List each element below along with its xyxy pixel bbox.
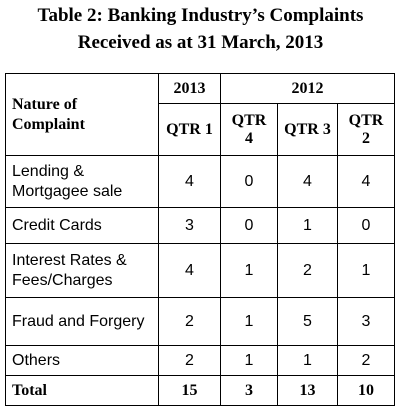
- count-cell: 0: [220, 207, 278, 244]
- complaint-label: Interest Rates & Fees/Charges: [5, 243, 159, 298]
- year-header: 2012: [220, 73, 395, 104]
- complaints-table: Nature of Complaint 2013 2012 QTR 1 QTR 4 QTR…: [5, 73, 395, 406]
- count-cell: 2: [158, 345, 221, 376]
- total-cell: 10: [337, 375, 395, 406]
- count-cell: 1: [220, 345, 278, 376]
- total-cell: 13: [277, 375, 338, 406]
- count-cell: 0: [337, 207, 395, 244]
- quarter-header: QTR 2: [337, 103, 395, 156]
- count-cell: 0: [220, 155, 278, 208]
- count-cell: 3: [158, 207, 221, 244]
- total-row: Total 15 3 13 10: [5, 375, 395, 406]
- header-row: Nature of Complaint 2013 2012: [5, 73, 395, 156]
- title-line: Table 2: Banking Industry’s Complaints: [37, 5, 364, 26]
- data-row: Interest Rates & Fees/Charges 4 1 2 1: [5, 243, 395, 298]
- count-cell: 4: [158, 243, 221, 298]
- count-cell: 2: [158, 297, 221, 346]
- total-cell: 3: [220, 375, 278, 406]
- data-row: Fraud and Forgery 2 1 5 3: [5, 297, 395, 346]
- count-cell: 4: [337, 155, 395, 208]
- header-row: QTR 1 QTR 4 QTR 3 QTR 2: [6, 103, 395, 156]
- data-row: Credit Cards 3 0 1 0: [5, 207, 395, 244]
- complaint-label: Credit Cards: [5, 207, 159, 244]
- count-cell: 3: [337, 297, 395, 346]
- title-line: Received as at 31 March, 2013: [77, 32, 324, 53]
- complaint-label: Fraud and Forgery: [5, 297, 159, 346]
- count-cell: 4: [158, 155, 221, 208]
- count-cell: 1: [277, 207, 338, 244]
- year-header: 2013: [158, 73, 221, 104]
- corner-header: Nature of Complaint: [5, 73, 159, 156]
- quarter-header: QTR 1: [158, 103, 221, 156]
- data-row: Lending & Mortgagee sale 4 0 4 4: [5, 155, 395, 208]
- count-cell: 1: [220, 297, 278, 346]
- count-cell: 2: [337, 345, 395, 376]
- count-cell: 1: [337, 243, 395, 298]
- total-label: Total: [5, 375, 159, 406]
- title: Table 2: Banking Industry’s Complaints R…: [0, 2, 401, 56]
- total-cell: 15: [158, 375, 221, 406]
- quarter-header: QTR 3: [277, 103, 338, 156]
- count-cell: 5: [277, 297, 338, 346]
- data-row: Others 2 1 1 2: [5, 345, 395, 376]
- count-cell: 4: [277, 155, 338, 208]
- table-body: Nature of Complaint 2013 2012 QTR 1 QTR 4 QTR…: [5, 73, 395, 406]
- complaint-label: Others: [5, 345, 159, 376]
- count-cell: 2: [277, 243, 338, 298]
- complaint-label: Lending & Mortgagee sale: [5, 155, 159, 208]
- count-cell: 1: [277, 345, 338, 376]
- count-cell: 1: [220, 243, 278, 298]
- quarter-header: QTR 4: [220, 103, 278, 156]
